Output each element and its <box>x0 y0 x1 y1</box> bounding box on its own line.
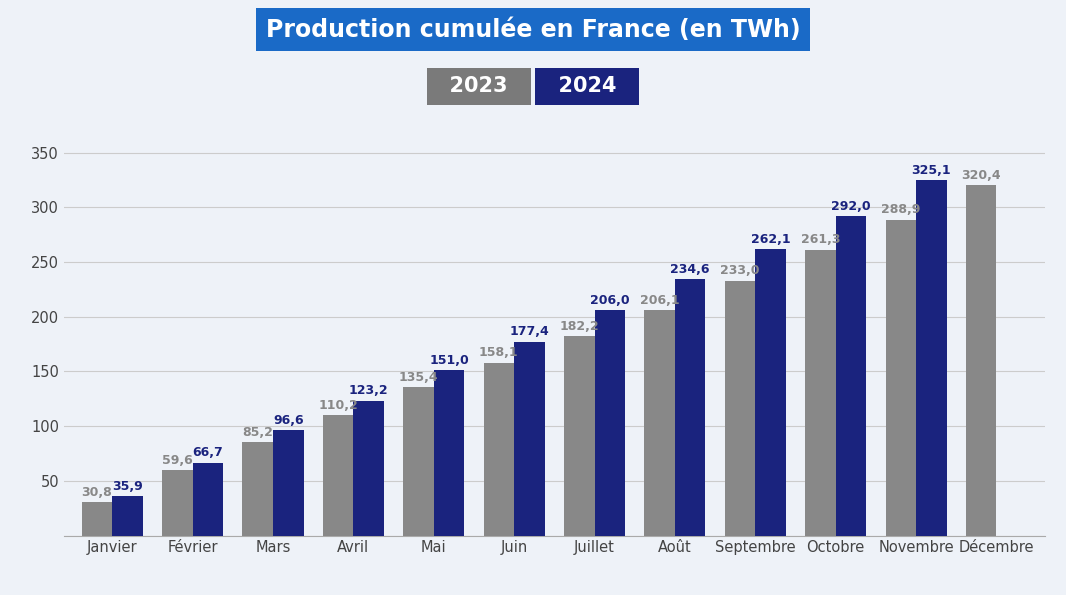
Text: 151,0: 151,0 <box>430 354 469 367</box>
Text: 234,6: 234,6 <box>671 262 710 275</box>
Bar <box>353 401 384 536</box>
Bar <box>323 415 353 536</box>
Text: 59,6: 59,6 <box>162 454 193 467</box>
Text: 110,2: 110,2 <box>319 399 358 412</box>
Text: 123,2: 123,2 <box>349 384 388 397</box>
Text: 158,1: 158,1 <box>479 346 519 359</box>
Bar <box>434 370 465 536</box>
Text: 292,0: 292,0 <box>831 200 871 213</box>
Bar <box>82 502 112 536</box>
Bar <box>725 281 756 536</box>
Bar <box>514 342 545 536</box>
Bar <box>675 279 706 536</box>
Bar <box>805 250 836 536</box>
Text: 35,9: 35,9 <box>112 480 143 493</box>
Bar <box>836 216 867 536</box>
Bar <box>484 362 514 536</box>
Bar <box>112 496 143 536</box>
Bar <box>242 442 273 536</box>
Text: Production cumulée en France (en TWh): Production cumulée en France (en TWh) <box>265 18 801 42</box>
Text: 2024: 2024 <box>544 76 631 96</box>
Text: 182,2: 182,2 <box>560 320 599 333</box>
Bar <box>595 310 625 536</box>
Bar <box>564 336 595 536</box>
Text: 320,4: 320,4 <box>962 169 1001 182</box>
Text: 96,6: 96,6 <box>273 414 304 427</box>
Text: 206,1: 206,1 <box>640 294 679 307</box>
Text: 288,9: 288,9 <box>882 203 920 217</box>
Bar <box>756 249 786 536</box>
Text: 261,3: 261,3 <box>801 233 840 246</box>
Bar <box>162 470 193 536</box>
Bar <box>886 220 916 536</box>
Text: 66,7: 66,7 <box>193 446 223 459</box>
Bar <box>273 430 304 536</box>
Bar <box>403 387 434 536</box>
Text: 177,4: 177,4 <box>510 325 549 338</box>
Text: 233,0: 233,0 <box>721 264 760 277</box>
Text: 30,8: 30,8 <box>81 486 112 499</box>
Bar <box>193 462 223 536</box>
Text: 325,1: 325,1 <box>911 164 951 177</box>
Text: 85,2: 85,2 <box>242 426 273 439</box>
Text: 206,0: 206,0 <box>589 294 630 307</box>
Bar <box>916 180 947 536</box>
Text: 2023: 2023 <box>435 76 522 96</box>
Text: 262,1: 262,1 <box>750 233 790 246</box>
Bar <box>644 310 675 536</box>
Bar <box>966 185 997 536</box>
Text: 135,4: 135,4 <box>399 371 438 384</box>
